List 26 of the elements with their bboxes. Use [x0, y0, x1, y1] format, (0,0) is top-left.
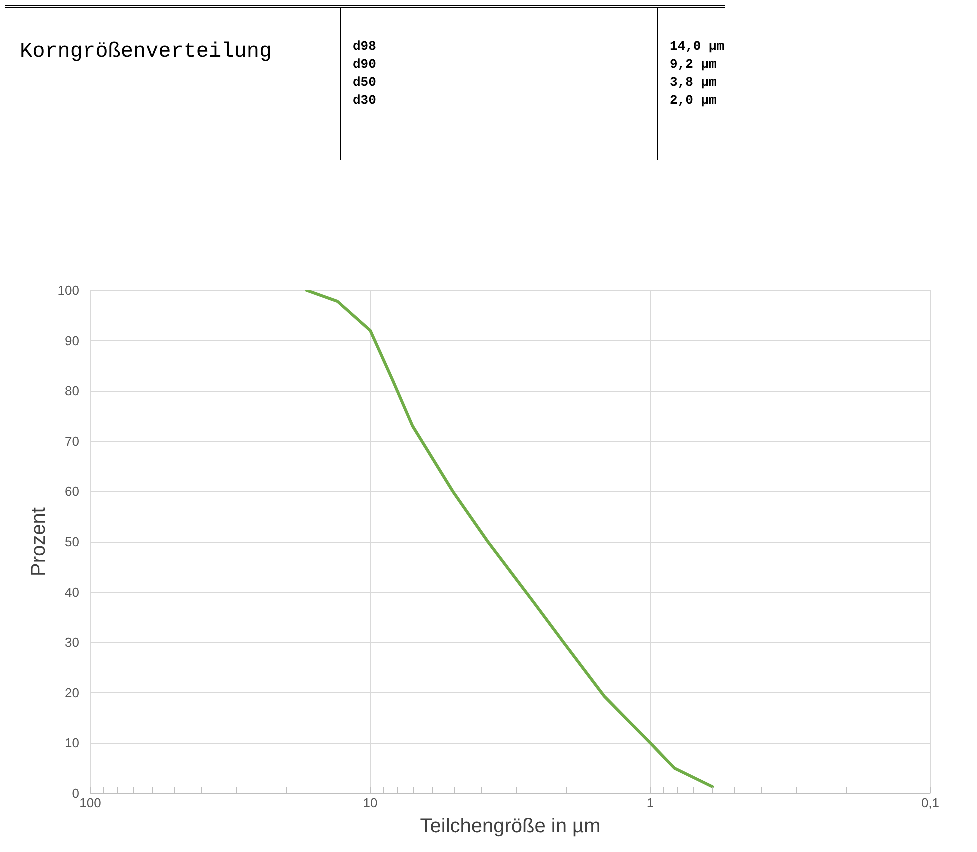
x-tick-label: 1 — [646, 796, 654, 810]
y-axis-title: Prozent — [28, 507, 50, 576]
text: d30 — [353, 93, 376, 108]
text: d50 — [353, 75, 376, 90]
chart-title: Korngrößenverteilung — [19, 40, 274, 66]
x-tick-label: 10 — [363, 796, 378, 810]
y-tick-label: 10 — [65, 736, 80, 751]
y-tick-label: 20 — [65, 685, 80, 700]
y-tick-label: 80 — [65, 384, 80, 399]
y-tick-label: 100 — [58, 283, 80, 298]
text: 2,0 µm — [670, 93, 717, 108]
x-tick-label: 0,1 — [921, 796, 940, 810]
text: d90 — [353, 57, 376, 72]
y-tick-label: 50 — [65, 534, 80, 550]
x-tick-label: 100 — [80, 796, 102, 810]
x-axis-title: Teilchengröße in µm — [420, 816, 601, 838]
text: 9,2 µm — [670, 57, 717, 72]
y-tick-label: 90 — [65, 333, 80, 348]
text: 14,0 µm — [670, 39, 725, 54]
y-tick-label: 60 — [65, 484, 80, 500]
text: d98 — [353, 39, 376, 54]
text: 3,8 µm — [670, 75, 717, 90]
y-tick-label: 0 — [72, 786, 80, 801]
y-tick-label: 40 — [65, 584, 80, 600]
y-tick-label: 70 — [65, 434, 80, 449]
y-tick-label: 30 — [65, 635, 80, 650]
